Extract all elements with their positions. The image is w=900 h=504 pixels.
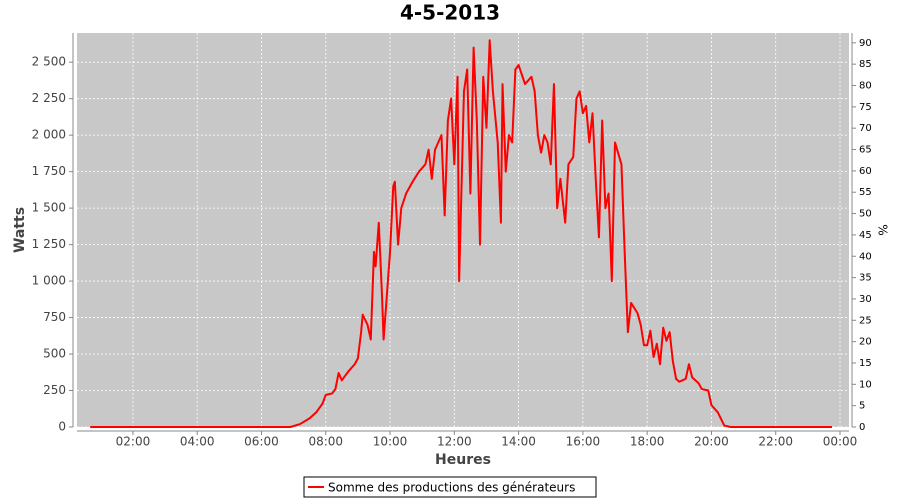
series-line xyxy=(90,39,832,428)
y2-tick-label: 50 xyxy=(859,209,872,220)
y2-tick-label: 25 xyxy=(859,315,872,326)
y2-tick-label: 5 xyxy=(859,401,865,412)
y2-tick-label: 60 xyxy=(859,166,872,177)
x-tick-label: 08:00 xyxy=(308,435,343,449)
x-tick-label: 12:00 xyxy=(437,435,472,449)
y2-tick-label: 35 xyxy=(859,273,872,284)
y2-tick-label: 90 xyxy=(859,38,872,49)
y-tick-label: 750 xyxy=(43,310,66,324)
y-tick-label: 2 500 xyxy=(32,55,66,69)
y-tick-label: 2 000 xyxy=(32,128,66,142)
x-tick-label: 18:00 xyxy=(630,435,665,449)
legend xyxy=(303,476,597,498)
y-tick-label: 0 xyxy=(58,420,66,434)
y2-tick-label: 15 xyxy=(859,358,872,369)
y2-tick-label: 45 xyxy=(859,230,872,241)
chart-title: 4-5-2013 xyxy=(400,1,500,25)
y2-tick-label: 0 xyxy=(859,422,865,433)
y2-tick-label: 80 xyxy=(859,81,872,92)
marks xyxy=(90,39,832,428)
y-tick-label: 250 xyxy=(43,383,66,397)
x-tick-label: 00:00 xyxy=(823,435,858,449)
y2-tick-label: 70 xyxy=(859,123,872,134)
y-tick-label: 1 500 xyxy=(32,201,66,215)
y2-axis-label: % xyxy=(876,224,890,235)
x-tick-label: 04:00 xyxy=(180,435,215,449)
legend-label: Somme des productions des générateurs xyxy=(328,481,575,495)
y2-tick-label: 75 xyxy=(859,102,872,113)
x-tick-label: 06:00 xyxy=(244,435,279,449)
x-tick-label: 14:00 xyxy=(501,435,536,449)
y-tick-label: 1 750 xyxy=(32,164,66,178)
x-tick-label: 16:00 xyxy=(566,435,601,449)
y2-tick-label: 20 xyxy=(859,337,872,348)
y2-tick-label: 55 xyxy=(859,187,872,198)
x-axis-label: Heures xyxy=(435,452,491,468)
y-tick-label: 1 250 xyxy=(32,237,66,251)
x-tick-label: 10:00 xyxy=(373,435,408,449)
x-tick-label: 22:00 xyxy=(758,435,793,449)
y2-tick-label: 10 xyxy=(859,379,872,390)
y2-tick-label: 40 xyxy=(859,251,872,262)
x-tick-label: 02:00 xyxy=(116,435,151,449)
y-tick-label: 1 000 xyxy=(32,274,66,288)
y2-tick-label: 85 xyxy=(859,59,872,70)
x-tick-label: 20:00 xyxy=(694,435,729,449)
y2-tick-label: 65 xyxy=(859,145,872,156)
y-tick-label: 500 xyxy=(43,347,66,361)
y-tick-label: 2 250 xyxy=(32,91,66,105)
y2-tick-label: 30 xyxy=(859,294,872,305)
y-axis-label: Watts xyxy=(12,207,28,253)
